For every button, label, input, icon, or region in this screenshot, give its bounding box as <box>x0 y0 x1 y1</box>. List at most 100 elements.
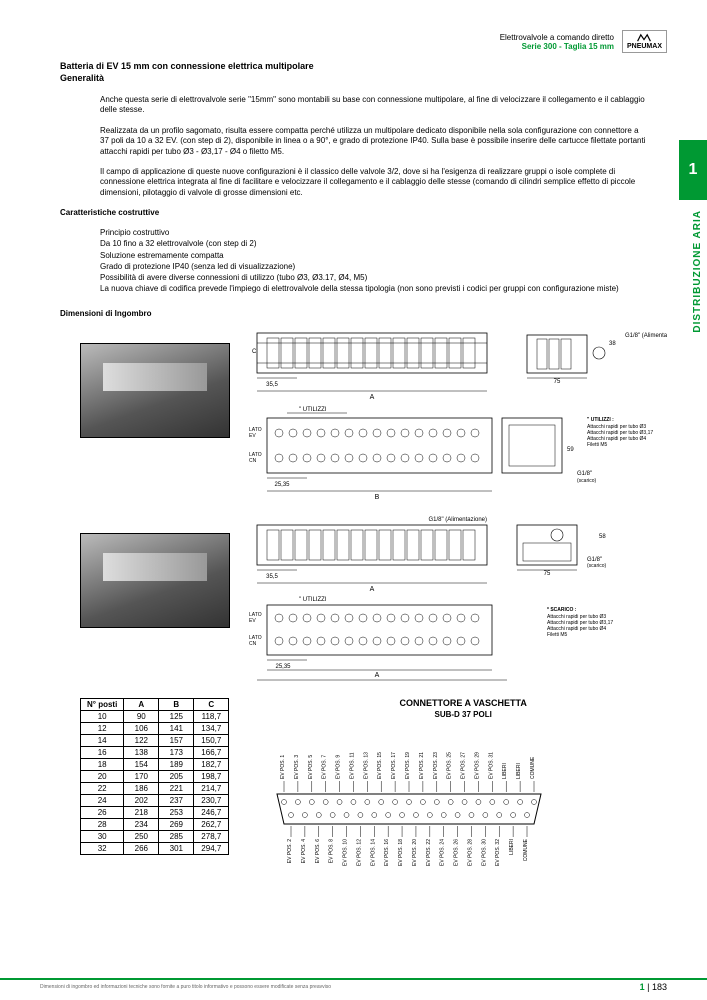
svg-text:EV POS. 10: EV POS. 10 <box>343 839 349 866</box>
svg-text:(scarico): (scarico) <box>587 563 607 569</box>
svg-text:EV POS. 9: EV POS. 9 <box>336 755 342 779</box>
svg-text:EV POS. 22: EV POS. 22 <box>426 839 432 866</box>
brand-logo: PNEUMAX <box>622 30 667 53</box>
svg-text:EV POS. 20: EV POS. 20 <box>412 839 418 866</box>
table-row: 20170205198,7 <box>81 771 229 783</box>
svg-text:25,35: 25,35 <box>275 664 291 670</box>
svg-text:EV POS. 4: EV POS. 4 <box>301 839 307 863</box>
svg-text:" UTILIZZI :: " UTILIZZI : <box>587 417 614 423</box>
svg-text:EV POS. 27: EV POS. 27 <box>461 752 467 779</box>
table-row: 26218253246,7 <box>81 807 229 819</box>
bullet-item: Principio costruttivo <box>100 227 647 238</box>
product-photo-1 <box>80 343 230 438</box>
svg-text:EV POS. 31: EV POS. 31 <box>489 752 495 779</box>
svg-text:A: A <box>370 586 375 593</box>
svg-text:38: 38 <box>609 341 616 347</box>
svg-text:Filetti M5: Filetti M5 <box>587 442 608 448</box>
svg-text:EV POS. 21: EV POS. 21 <box>419 752 425 779</box>
svg-text:G1/8" (Alimentazione): G1/8" (Alimentazione) <box>429 517 488 523</box>
svg-text:B: B <box>375 494 380 501</box>
svg-text:C: C <box>252 349 257 355</box>
svg-text:35,5: 35,5 <box>266 382 278 388</box>
svg-text:EV POS. 28: EV POS. 28 <box>468 839 474 866</box>
svg-text:58: 58 <box>599 534 606 540</box>
logo-icon <box>636 33 652 43</box>
connector-title: CONNETTORE A VASCHETTA <box>259 698 667 708</box>
svg-text:EV POS. 15: EV POS. 15 <box>378 752 384 779</box>
svg-text:EV POS. 32: EV POS. 32 <box>496 839 502 866</box>
table-row: 32266301294,7 <box>81 843 229 855</box>
svg-text:A: A <box>375 672 380 679</box>
intro-paragraph-3: Il campo di applicazione di queste nuove… <box>100 167 647 198</box>
svg-text:EV POS. 11: EV POS. 11 <box>350 752 356 779</box>
table-row: 18154189182,7 <box>81 759 229 771</box>
svg-text:EV POS. 18: EV POS. 18 <box>398 839 404 866</box>
technical-drawing-top: C 35,5 A 75 38 G1/8" (Alimentazione) <box>247 323 667 503</box>
table-row: 12106141134,7 <box>81 723 229 735</box>
svg-text:EV POS. 5: EV POS. 5 <box>308 755 314 779</box>
connector-diagram: CONNETTORE A VASCHETTA SUB-D 37 POLI EV … <box>259 698 667 871</box>
svg-text:" UTILIZZI: " UTILIZZI <box>299 597 327 603</box>
table-row: 16138173166,7 <box>81 747 229 759</box>
bullet-item: Soluzione estremamente compatta <box>100 250 647 261</box>
header-category: Elettrovalvole a comando diretto <box>500 33 614 42</box>
connector-svg: EV POS. 1 EV POS. 3 EV POS. 5 EV POS. 7 EV P… <box>259 729 559 869</box>
svg-text:G1/8" (Alimentazione): G1/8" (Alimentazione) <box>625 333 667 339</box>
footer-page-number: 1 | 183 <box>640 982 667 992</box>
bullet-item: Possibilità di avere diverse connessioni… <box>100 272 647 283</box>
product-photo-2 <box>80 533 230 628</box>
svg-text:EV POS. 19: EV POS. 19 <box>405 752 411 779</box>
dimensions-heading: Dimensioni di Ingombro <box>60 309 667 318</box>
svg-text:EV: EV <box>249 433 256 439</box>
svg-text:COMUNE: COMUNE <box>523 839 529 862</box>
svg-text:EV POS. 6: EV POS. 6 <box>315 839 321 863</box>
header-series: Serie 300 - Taglia 15 mm <box>500 42 614 51</box>
bullet-item: Da 10 fino a 32 elettrovalvole (con step… <box>100 238 647 249</box>
svg-text:A: A <box>370 394 375 401</box>
svg-text:EV POS. 23: EV POS. 23 <box>433 752 439 779</box>
intro-paragraph-2: Realizzata da un profilo sagomato, risul… <box>100 126 647 157</box>
svg-text:EV POS. 30: EV POS. 30 <box>482 839 488 866</box>
table-row: 22186221214,7 <box>81 783 229 795</box>
svg-text:EV POS. 17: EV POS. 17 <box>391 752 397 779</box>
svg-text:LIBERI: LIBERI <box>509 839 515 855</box>
table-header: A <box>124 699 159 711</box>
svg-text:(scarico): (scarico) <box>577 478 597 484</box>
svg-text:LIBERI: LIBERI <box>503 763 509 779</box>
svg-text:EV POS. 24: EV POS. 24 <box>440 839 446 866</box>
page-title: Batteria di EV 15 mm con connessione ele… <box>60 61 667 71</box>
bullet-item: La nuova chiave di codifica prevede l'im… <box>100 283 647 294</box>
page-subtitle: Generalità <box>60 73 667 83</box>
svg-text:75: 75 <box>544 571 551 577</box>
table-header: B <box>159 699 194 711</box>
svg-text:" UTILIZZI: " UTILIZZI <box>299 407 327 413</box>
svg-text:CN: CN <box>249 641 257 647</box>
dimensions-table-container: N° postiABC 1090125118,712106141134,7141… <box>40 698 229 855</box>
footer-disclaimer: Dimensioni di ingombro ed informazioni t… <box>40 984 331 990</box>
bullet-item: Grado di protezione IP40 (senza led di v… <box>100 261 647 272</box>
table-row: 1090125118,7 <box>81 711 229 723</box>
intro-paragraph-1: Anche questa serie di elettrovalvole ser… <box>100 95 647 116</box>
svg-text:25,35: 25,35 <box>274 482 290 488</box>
svg-text:CN: CN <box>249 458 257 464</box>
svg-text:EV POS. 29: EV POS. 29 <box>475 752 481 779</box>
svg-text:EV POS. 25: EV POS. 25 <box>447 752 453 779</box>
svg-text:EV POS. 14: EV POS. 14 <box>371 839 377 866</box>
svg-text:EV POS. 8: EV POS. 8 <box>329 839 335 863</box>
page-footer: Dimensioni di ingombro ed informazioni t… <box>0 978 707 992</box>
svg-text:EV POS. 12: EV POS. 12 <box>357 839 363 866</box>
table-row: 14122157150,7 <box>81 735 229 747</box>
dimensions-table: N° postiABC 1090125118,712106141134,7141… <box>80 698 229 855</box>
svg-text:* SCARICO :: * SCARICO : <box>547 607 577 613</box>
svg-text:LIBERI: LIBERI <box>516 763 522 779</box>
svg-text:Filetti M5: Filetti M5 <box>547 632 568 638</box>
table-header: C <box>194 699 229 711</box>
svg-text:EV POS. 3: EV POS. 3 <box>294 755 300 779</box>
svg-text:EV POS. 7: EV POS. 7 <box>322 755 328 779</box>
svg-text:EV POS. 26: EV POS. 26 <box>454 839 460 866</box>
svg-text:EV POS. 1: EV POS. 1 <box>280 755 286 779</box>
page-header: Elettrovalvole a comando diretto Serie 3… <box>40 30 667 53</box>
characteristics-list: Principio costruttivo Da 10 fino a 32 el… <box>100 227 647 294</box>
svg-text:EV: EV <box>249 618 256 624</box>
section-tab: 1 <box>679 140 707 200</box>
